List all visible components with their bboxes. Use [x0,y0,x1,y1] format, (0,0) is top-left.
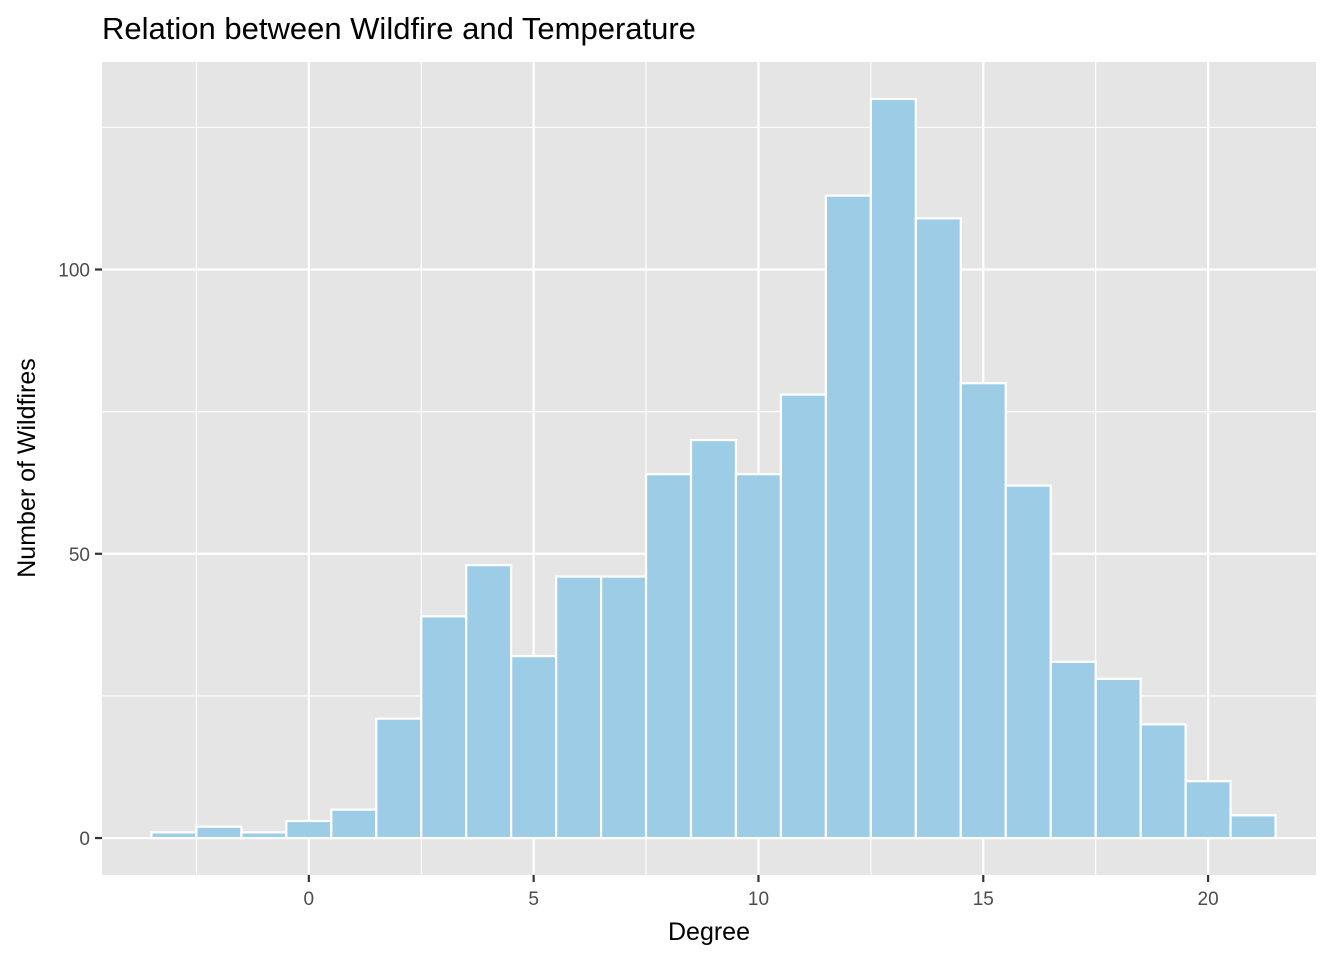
chart-title: Relation between Wildfire and Temperatur… [102,11,696,46]
histogram-bar [510,655,558,840]
histogram-bar [1049,660,1097,840]
x-axis: 0 5 10 15 20 [304,875,1219,910]
histogram-bar [734,473,783,840]
histogram-bar [1229,814,1277,840]
histogram-bar [914,217,962,840]
histogram-bar [465,564,513,840]
histogram-bar [869,97,917,840]
y-tick-label: 50 [69,545,90,566]
histogram-bar [1184,780,1232,840]
histogram-bar [555,575,603,840]
x-tick-label: 10 [748,889,769,910]
y-tick-label: 100 [58,261,90,282]
x-tick-label: 15 [973,889,994,910]
y-axis: 0 50 100 [58,261,102,850]
y-axis-title: Number of Wildfires [13,358,41,578]
histogram-bar [959,382,1007,840]
histogram-bar [824,194,872,840]
histogram-bar [285,819,333,840]
histogram-bar [375,717,423,840]
histogram-bar [330,808,378,840]
histogram-bar [1139,723,1187,840]
histogram-bar [195,825,243,840]
histogram-bars [150,97,1277,840]
histogram-bar [420,615,468,840]
x-tick-label: 0 [304,889,315,910]
histogram-bar [599,575,648,840]
histogram-bar [1004,484,1052,840]
histogram-bar [150,831,198,840]
histogram-bar [644,473,693,840]
histogram-bar [240,831,288,840]
histogram-bar [689,438,738,840]
histogram-bar [1094,677,1142,840]
x-tick-label: 5 [528,889,539,910]
y-tick-label: 0 [79,829,90,850]
histogram-bar [779,393,828,840]
x-tick-label: 20 [1198,889,1219,910]
x-axis-title: Degree [668,918,750,946]
